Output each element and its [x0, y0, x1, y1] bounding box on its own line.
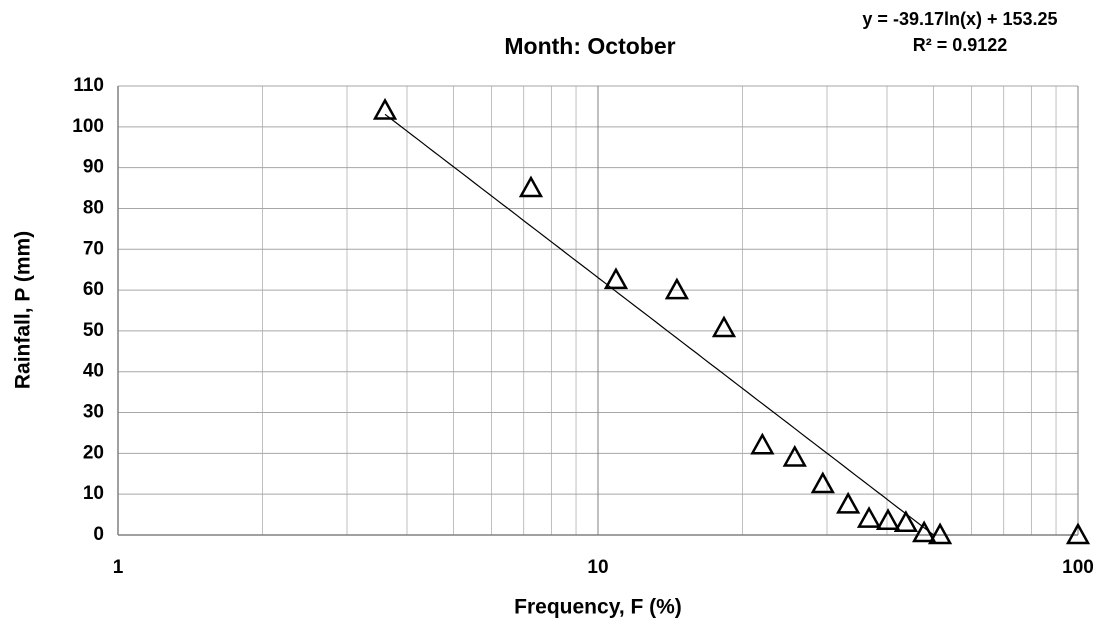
y-tick-label: 20 — [83, 442, 104, 463]
y-tick-label: 80 — [83, 197, 104, 218]
x-tick-label: 1 — [113, 557, 124, 578]
marker — [372, 97, 398, 120]
marker — [750, 432, 775, 455]
marker — [856, 506, 882, 528]
y-tick-label: 40 — [83, 361, 104, 382]
marker — [836, 491, 861, 514]
marker — [1065, 522, 1091, 545]
marker — [782, 444, 807, 467]
y-axis-label: Rainfall, P (mm) — [12, 231, 35, 389]
trendline — [384, 113, 935, 535]
trend-equation: y = -39.17ln(x) + 153.25 — [862, 9, 1057, 29]
chart-title: Month: October — [504, 33, 675, 59]
y-tick-label: 100 — [72, 116, 104, 137]
marker — [893, 510, 919, 533]
y-tick-label: 0 — [93, 524, 104, 545]
x-axis-label: Frequency, F (%) — [514, 596, 682, 619]
marker — [912, 520, 937, 543]
marker — [711, 315, 737, 338]
marker — [518, 175, 544, 198]
x-tick-label: 100 — [1062, 557, 1094, 578]
marker — [603, 267, 629, 290]
y-tick-label: 70 — [83, 238, 104, 259]
y-tick-label: 110 — [73, 75, 104, 96]
trend-r2: R² = 0.9122 — [913, 35, 1008, 55]
marker — [664, 277, 690, 300]
y-tick-label: 90 — [83, 157, 104, 178]
y-tick-label: 30 — [83, 402, 104, 423]
y-tick-label: 50 — [83, 320, 104, 341]
x-tick-label: 10 — [587, 557, 608, 578]
marker — [927, 522, 953, 545]
marker — [810, 471, 835, 494]
marker — [875, 508, 901, 530]
y-tick-label: 60 — [83, 279, 104, 300]
y-tick-label: 10 — [83, 483, 104, 504]
